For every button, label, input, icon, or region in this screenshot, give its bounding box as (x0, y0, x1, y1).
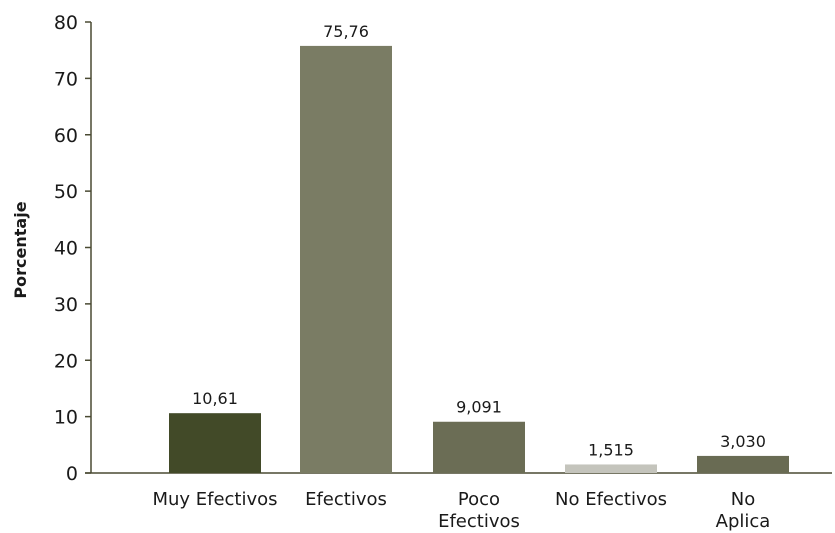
bar-value-label: 75,76 (323, 22, 369, 41)
bar (169, 413, 261, 473)
y-tick-label: 30 (54, 294, 78, 316)
y-tick-label: 20 (54, 350, 78, 372)
bar-value-label: 1,515 (588, 440, 634, 459)
y-axis-title: Porcentaje (11, 201, 30, 298)
bar-value-label: 9,091 (456, 398, 502, 417)
x-category-label: No Aplica (716, 489, 771, 532)
y-tick-label: 50 (54, 181, 78, 203)
x-category-label: Muy Efectivos (152, 489, 277, 510)
bar (697, 455, 789, 473)
y-tick-label: 0 (66, 463, 78, 485)
y-axis-title-group: Porcentaje (11, 201, 30, 298)
x-axis-labels: Muy Efectivos Efectivos Poco Efectivos No Ef… (152, 489, 770, 532)
x-category-label: No Efectivos (555, 489, 667, 510)
bars (169, 45, 789, 473)
value-labels: 10,61 75,76 9,091 1,515 3,030 (192, 22, 766, 460)
bar (565, 464, 657, 473)
y-tick-label: 10 (54, 407, 78, 429)
y-axis-ticks: 0 10 20 30 40 50 60 70 80 (54, 12, 91, 485)
y-tick-label: 70 (54, 68, 78, 90)
y-tick-label: 60 (54, 125, 78, 147)
bar (300, 45, 392, 473)
y-tick-label: 40 (54, 238, 78, 260)
bar (433, 421, 525, 473)
bar-value-label: 10,61 (192, 389, 238, 408)
bar-value-label: 3,030 (720, 432, 766, 451)
x-category-label: Efectivos (305, 489, 387, 510)
y-tick-label: 80 (54, 12, 78, 34)
x-category-label: Poco Efectivos (438, 489, 520, 532)
